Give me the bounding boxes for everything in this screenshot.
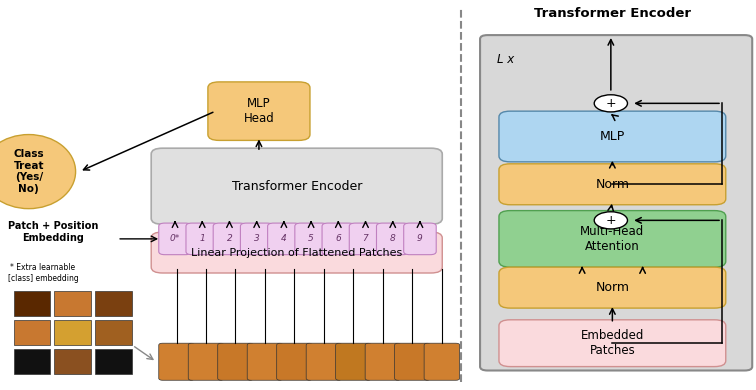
FancyBboxPatch shape: [306, 343, 342, 380]
FancyBboxPatch shape: [159, 343, 194, 380]
FancyBboxPatch shape: [365, 343, 401, 380]
Text: Transformer Encoder: Transformer Encoder: [534, 7, 691, 20]
Text: Norm: Norm: [596, 281, 629, 294]
Text: 2: 2: [227, 234, 232, 243]
FancyBboxPatch shape: [499, 320, 726, 367]
Text: +: +: [606, 214, 616, 227]
FancyBboxPatch shape: [213, 223, 246, 255]
Ellipse shape: [0, 135, 76, 209]
Text: 1: 1: [200, 234, 205, 243]
Text: Transformer Encoder: Transformer Encoder: [231, 180, 362, 193]
Text: Patch + Position
Embedding: Patch + Position Embedding: [8, 221, 98, 243]
FancyBboxPatch shape: [322, 223, 355, 255]
FancyBboxPatch shape: [240, 223, 273, 255]
FancyBboxPatch shape: [54, 320, 91, 345]
FancyBboxPatch shape: [208, 82, 310, 140]
FancyBboxPatch shape: [14, 349, 50, 374]
Text: Embedded
Patches: Embedded Patches: [581, 329, 644, 357]
Text: 7: 7: [363, 234, 368, 243]
Text: 3: 3: [254, 234, 259, 243]
Circle shape: [594, 95, 627, 112]
FancyBboxPatch shape: [95, 320, 132, 345]
Text: MLP
Head: MLP Head: [243, 97, 274, 125]
FancyBboxPatch shape: [159, 223, 191, 255]
FancyBboxPatch shape: [14, 320, 50, 345]
Text: 5: 5: [308, 234, 314, 243]
FancyBboxPatch shape: [186, 223, 218, 255]
FancyBboxPatch shape: [424, 343, 460, 380]
FancyBboxPatch shape: [54, 349, 91, 374]
FancyBboxPatch shape: [268, 223, 300, 255]
FancyBboxPatch shape: [349, 223, 382, 255]
Text: +: +: [606, 97, 616, 110]
Text: 4: 4: [281, 234, 287, 243]
FancyBboxPatch shape: [404, 223, 436, 255]
Text: Linear Projection of Flattened Patches: Linear Projection of Flattened Patches: [191, 248, 402, 257]
FancyBboxPatch shape: [499, 211, 726, 267]
Text: 6: 6: [336, 234, 341, 243]
Text: Multi-Head
Attention: Multi-Head Attention: [581, 225, 644, 253]
Text: * Extra learnable
[class] embedding: * Extra learnable [class] embedding: [8, 263, 79, 283]
FancyBboxPatch shape: [95, 291, 132, 316]
FancyBboxPatch shape: [218, 343, 253, 380]
Text: Norm: Norm: [596, 178, 629, 191]
FancyBboxPatch shape: [14, 291, 50, 316]
Text: 8: 8: [390, 234, 395, 243]
FancyBboxPatch shape: [151, 232, 442, 273]
Text: Class
Treat
(Yes/
No): Class Treat (Yes/ No): [14, 149, 44, 194]
FancyBboxPatch shape: [480, 35, 752, 370]
FancyBboxPatch shape: [54, 291, 91, 316]
Text: 0*: 0*: [170, 234, 180, 243]
FancyBboxPatch shape: [499, 164, 726, 205]
FancyBboxPatch shape: [277, 343, 312, 380]
Text: MLP: MLP: [600, 130, 625, 143]
FancyBboxPatch shape: [247, 343, 283, 380]
FancyBboxPatch shape: [188, 343, 224, 380]
FancyBboxPatch shape: [151, 148, 442, 224]
Circle shape: [594, 212, 627, 229]
FancyBboxPatch shape: [95, 349, 132, 374]
FancyBboxPatch shape: [499, 267, 726, 308]
FancyBboxPatch shape: [336, 343, 371, 380]
FancyBboxPatch shape: [295, 223, 327, 255]
Text: L x: L x: [497, 53, 515, 66]
FancyBboxPatch shape: [376, 223, 409, 255]
FancyBboxPatch shape: [499, 111, 726, 162]
Text: 9: 9: [417, 234, 423, 243]
FancyBboxPatch shape: [395, 343, 430, 380]
